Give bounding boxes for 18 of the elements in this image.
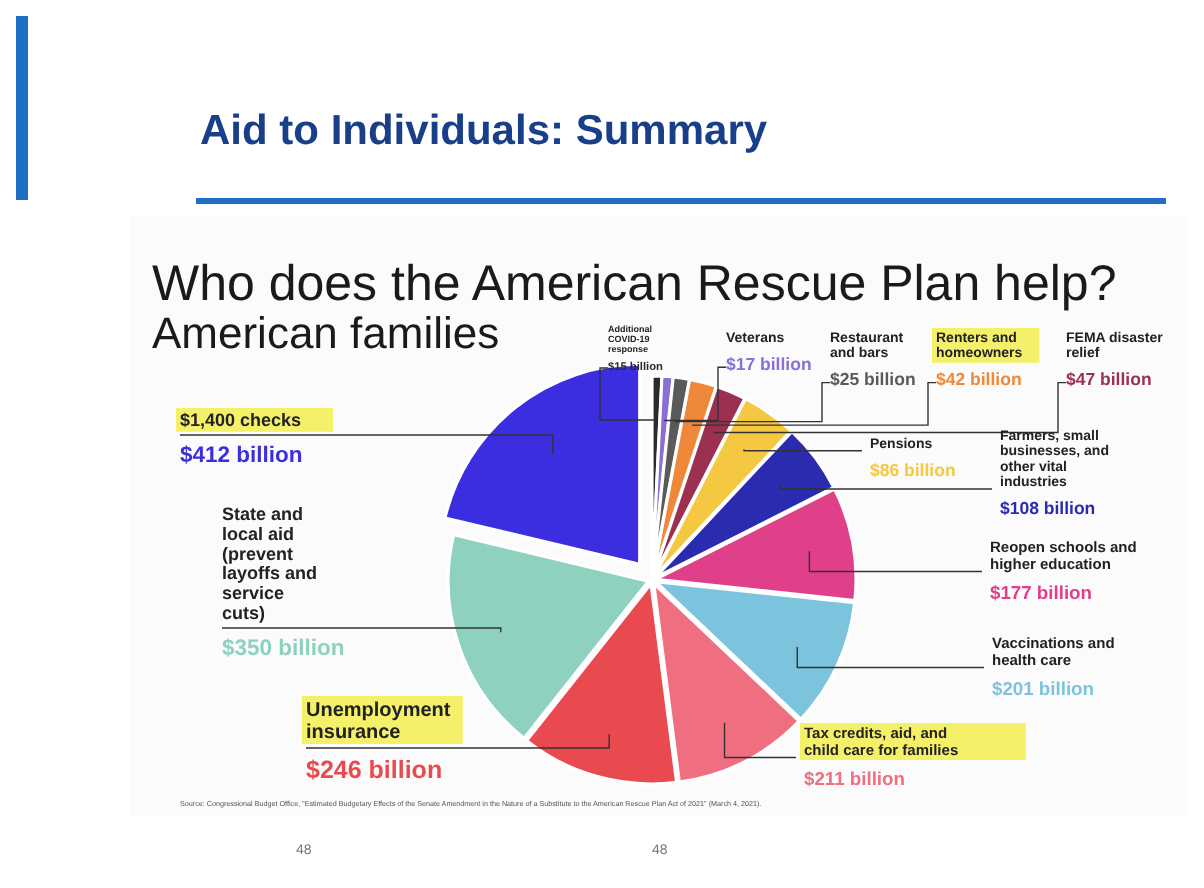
data-label: $211 billion bbox=[804, 768, 906, 789]
text: Aid to Individuals: Summary bbox=[200, 108, 768, 154]
data-label: $86 billion bbox=[870, 460, 956, 480]
data-label: $108 billion bbox=[1000, 498, 1096, 519]
data-label: $412 billion bbox=[180, 444, 303, 468]
data-label: $25 billion bbox=[830, 369, 916, 390]
data-label: $177 billion bbox=[990, 582, 1093, 603]
data-label: $201 billion bbox=[992, 678, 1095, 699]
data-label: $47 billion bbox=[1066, 369, 1152, 390]
data-label: $42 billion bbox=[936, 369, 1022, 390]
data-label: $17 billion bbox=[726, 354, 812, 374]
chart-title: Who does the American Rescue Plan help? bbox=[152, 256, 1117, 312]
slice-label: Unemployment insurance bbox=[306, 700, 452, 744]
data-label: $350 billion bbox=[222, 637, 345, 661]
slice-label: State and local aid (prevent layoffs and service cuts) bbox=[222, 504, 318, 623]
chart-subtitle: American families bbox=[152, 308, 500, 358]
slice-label: $1,400 checks bbox=[180, 410, 302, 430]
data-label: $246 billion bbox=[306, 756, 443, 784]
